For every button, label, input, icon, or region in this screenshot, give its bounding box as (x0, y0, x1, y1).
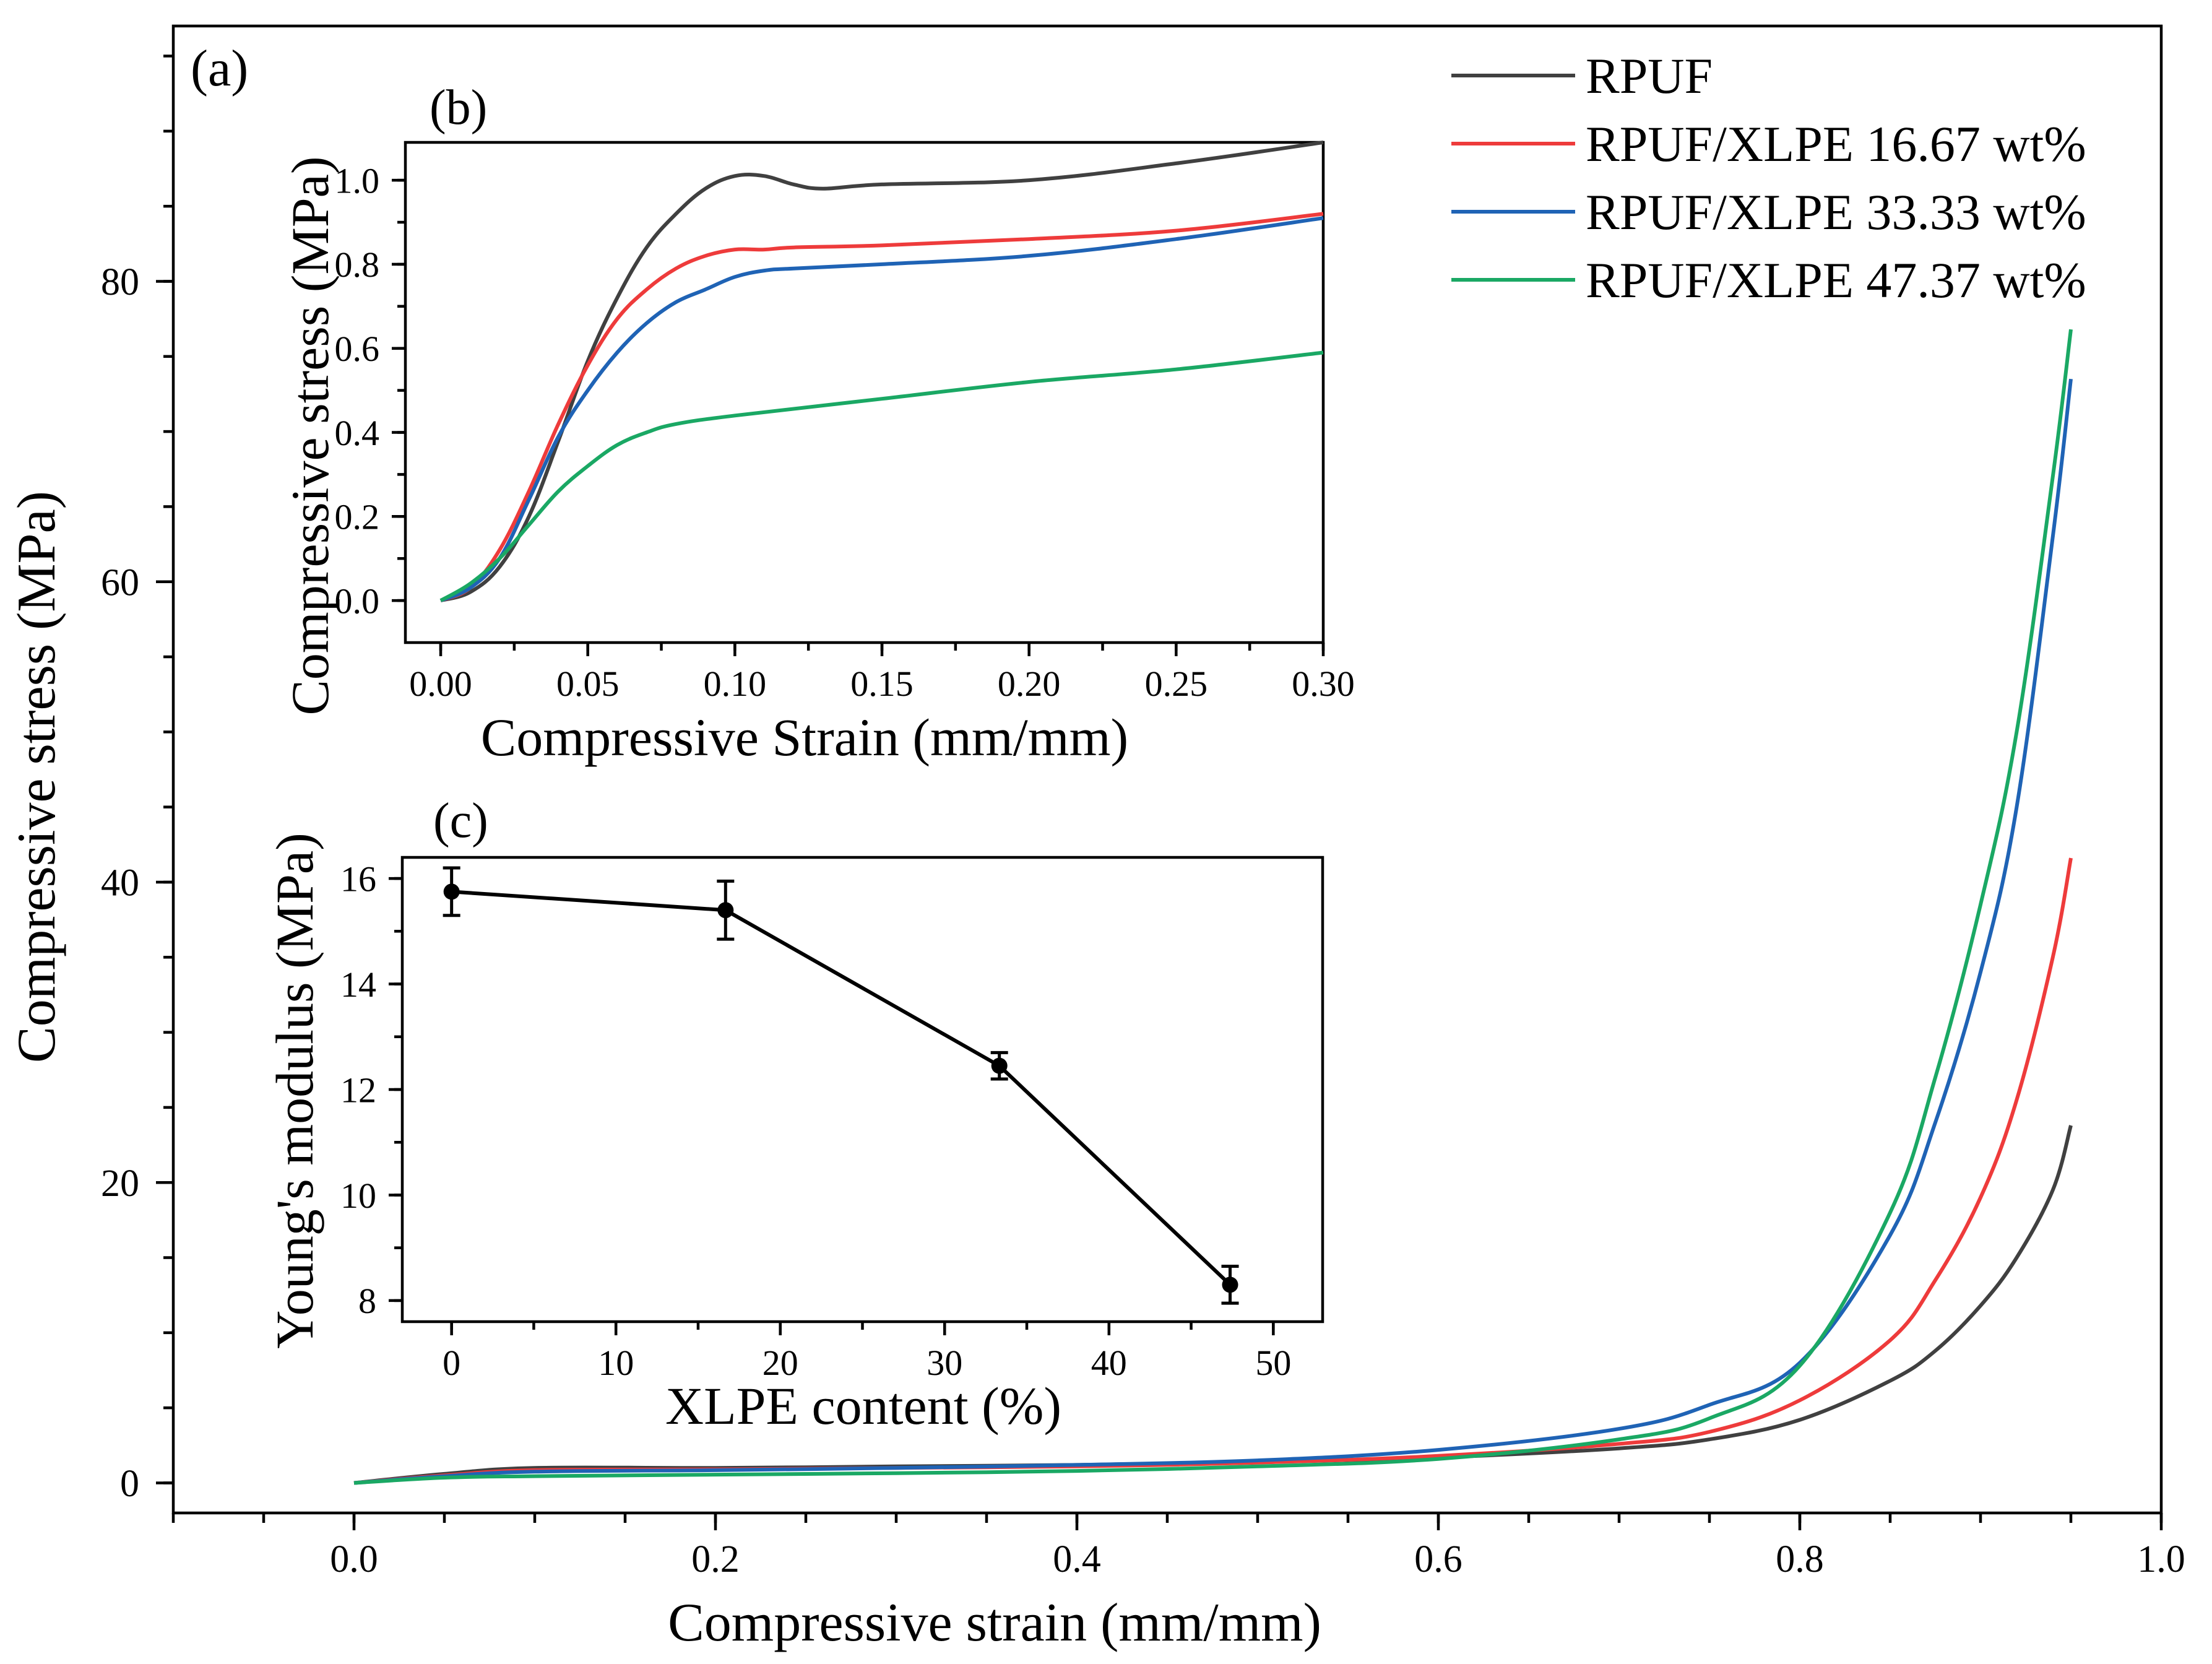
x-tick-label: 10 (598, 1343, 634, 1383)
legend-label: RPUF/XLPE 47.37 wt% (1586, 252, 2086, 308)
data-point (443, 883, 460, 900)
y-tick-label: 40 (101, 862, 139, 904)
y-tick-label: 12 (340, 1070, 376, 1110)
y-tick-label: 20 (101, 1163, 139, 1205)
panel-c-x-axis-label: XLPE content (%) (665, 1376, 1061, 1436)
series-line (353, 329, 2073, 1485)
panel-b-series (439, 141, 1324, 603)
series-line (353, 378, 2073, 1485)
y-tick-label: 0.4 (335, 413, 380, 453)
panel-a-y-axis-label: Compressive stress (MPa) (7, 491, 67, 1063)
legend-label: RPUF (1586, 48, 1713, 104)
panel-c-background (260, 768, 1343, 1442)
panel-b-label: (b) (430, 80, 487, 135)
panel-c-ticks (389, 877, 1275, 1335)
series-line (439, 216, 1324, 602)
x-tick-label: 0.00 (409, 664, 472, 704)
series-line (439, 350, 1324, 602)
y-tick-label: 10 (340, 1176, 376, 1216)
x-tick-label: 0.0 (330, 1538, 378, 1580)
x-tick-label: 0.6 (1414, 1538, 1462, 1580)
panel-c-series (443, 866, 1239, 1305)
y-tick-label: 60 (101, 561, 139, 604)
panel-a-x-axis-label: Compressive strain (mm/mm) (668, 1593, 1321, 1653)
y-tick-label: 0.6 (335, 329, 380, 369)
data-point (991, 1057, 1008, 1074)
y-tick-label: 8 (358, 1281, 376, 1321)
panel-b-frame (404, 141, 1325, 644)
panel-b-x-axis-label: Compressive Strain (mm/mm) (481, 708, 1128, 767)
y-tick-label: 0 (120, 1463, 139, 1505)
x-tick-label: 0.8 (1776, 1538, 1824, 1580)
x-tick-label: 0.15 (850, 664, 914, 704)
x-tick-label: 50 (1255, 1343, 1291, 1383)
panel-b-y-axis-label: Compressive stress (MPa) (280, 157, 340, 716)
data-point (1222, 1276, 1238, 1293)
legend-label: RPUF/XLPE 16.67 wt% (1586, 116, 2086, 172)
y-tick-label: 0.0 (335, 581, 380, 621)
panel-a-ticks (156, 54, 2163, 1530)
legend-label: RPUF/XLPE 33.33 wt% (1586, 184, 2086, 240)
panel-b-inset-stress-strain: 0.00 0.05 0.10 0.15 0.20 0.25 0.30 0.0 0.2 0.4 0.6… (260, 68, 1355, 767)
series-line (439, 212, 1324, 602)
x-tick-label: 0.2 (691, 1538, 740, 1580)
panel-c-label: (c) (433, 794, 488, 848)
panel-a-label: (a) (191, 40, 248, 97)
y-tick-label: 0.2 (335, 497, 380, 537)
x-tick-label: 0.05 (556, 664, 620, 704)
x-tick-label: 0.30 (1292, 664, 1355, 704)
x-tick-label: 0.25 (1145, 664, 1208, 704)
panel-c-y-axis-label: Young's modulus (MPa) (265, 833, 324, 1348)
y-tick-label: 0.8 (335, 245, 380, 285)
panel-c-tick-labels: 0 10 20 30 40 50 8 10 12 14 16 (340, 859, 1291, 1383)
x-tick-label: 0 (443, 1343, 460, 1383)
x-tick-label: 20 (763, 1343, 798, 1383)
series-line (440, 141, 1324, 603)
y-tick-label: 80 (101, 261, 139, 303)
x-tick-label: 0.10 (704, 664, 767, 704)
panel-b-background (260, 68, 1343, 755)
x-tick-label: 30 (927, 1343, 962, 1383)
y-tick-label: 16 (340, 859, 376, 899)
y-tick-label: 1.0 (335, 160, 380, 201)
series-line (451, 890, 1232, 1286)
panel-c-youngs-modulus: 0 10 20 30 40 50 8 10 12 14 16 XLPE content (%) Yo… (260, 768, 1343, 1442)
x-tick-label: 1.0 (2137, 1538, 2185, 1580)
legend: RPUF RPUF/XLPE 16.67 wt% RPUF/XLPE 33.33 w… (1451, 48, 2086, 308)
panel-b-ticks (392, 178, 1325, 656)
y-tick-label: 14 (340, 964, 376, 1005)
x-tick-label: 40 (1091, 1343, 1127, 1383)
x-tick-label: 0.20 (998, 664, 1061, 704)
data-point (717, 902, 734, 919)
panel-b-tick-labels: 0.00 0.05 0.10 0.15 0.20 0.25 0.30 0.0 0.2 0.4 0.6… (335, 160, 1355, 704)
x-tick-label: 0.4 (1053, 1538, 1101, 1580)
panel-a-series (353, 329, 2073, 1485)
